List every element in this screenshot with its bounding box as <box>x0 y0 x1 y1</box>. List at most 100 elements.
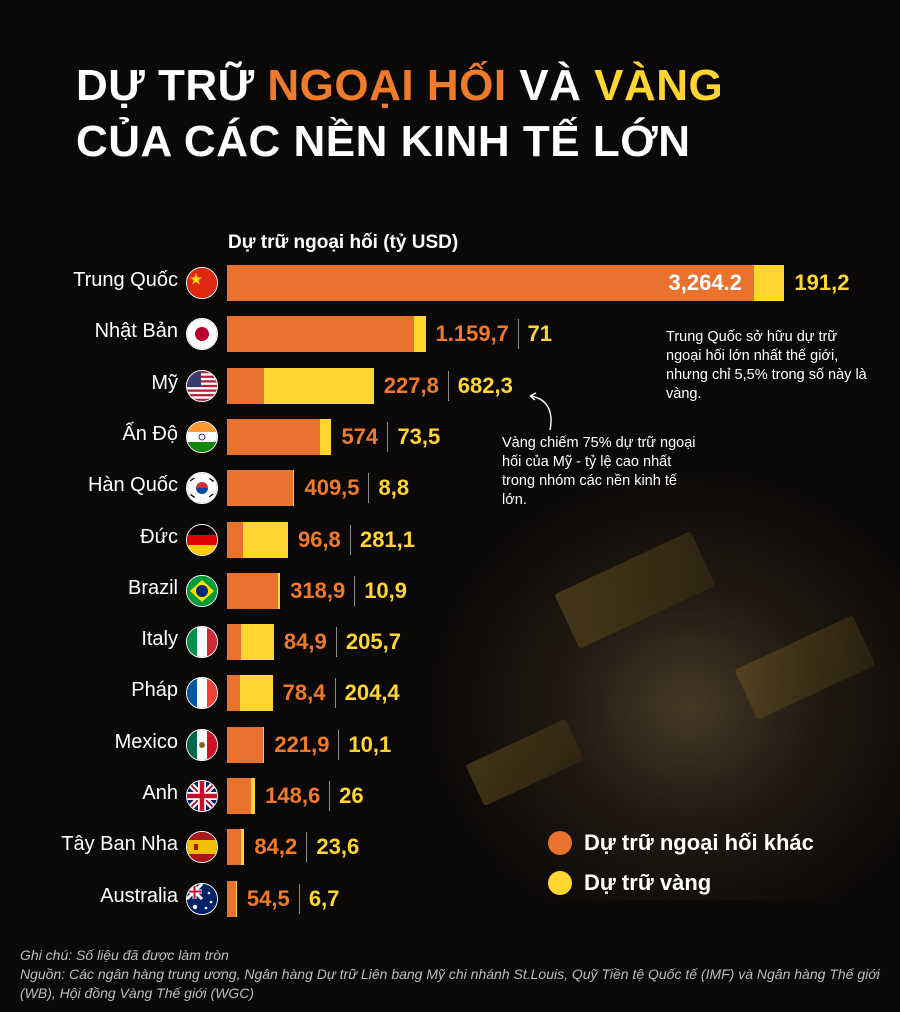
value-separator <box>335 627 337 658</box>
bar-forex <box>227 418 320 455</box>
value-separator <box>329 781 331 811</box>
bar-gold <box>319 418 332 455</box>
value-separator <box>447 370 449 401</box>
value-forex: 227,8 <box>383 372 439 398</box>
value-forex: 221,9 <box>274 731 330 757</box>
country-label: Pháp <box>131 679 178 702</box>
value-gold: 23,6 <box>316 834 360 860</box>
title-line-2: CỦA CÁC NỀN KINH TẾ LỚN <box>76 117 691 166</box>
value-separator <box>338 729 340 760</box>
flag-south-korea-icon <box>186 472 218 505</box>
bar-gold <box>235 880 237 917</box>
flag-usa-icon <box>186 369 218 402</box>
bar-gold <box>263 367 374 404</box>
country-label: Đức <box>140 525 178 548</box>
value-separator <box>368 473 370 504</box>
value-forex: 84,2 <box>254 834 298 860</box>
bar-forex <box>227 829 241 866</box>
legend-forex-swatch <box>548 831 572 855</box>
value-gold: 6,7 <box>308 885 340 911</box>
value-separator <box>298 883 300 914</box>
annotation-arrow <box>529 392 552 431</box>
flag-france-icon <box>186 677 218 710</box>
bar-forex <box>227 316 415 353</box>
axis-label: Dự trữ ngoại hối (tỷ USD) <box>228 232 459 253</box>
annotation-china: Trung Quốc sở hữu dự trữ ngoại hối lớn n… <box>666 329 867 402</box>
bar-forex <box>227 470 294 507</box>
bar-gold <box>242 521 288 558</box>
value-separator <box>306 832 308 863</box>
bar-gold <box>278 572 281 609</box>
flag-india-icon <box>186 420 218 453</box>
value-gold: 204,4 <box>344 680 400 706</box>
annotation-usa: Vàng chiếm 75% dự trữ ngoại hối của Mỹ -… <box>502 435 696 508</box>
flag-uk-icon <box>186 780 218 812</box>
value-forex: 3,264.2 <box>668 270 742 295</box>
page-title: DỰ TRỮ NGOẠI HỐI VÀ VÀNG CỦA CÁC NỀN KIN… <box>76 58 723 170</box>
bar-forex <box>227 778 251 814</box>
title-forex: NGOẠI HỐI <box>267 61 507 110</box>
country-label: Ấn Độ <box>122 422 178 445</box>
bar-gold <box>250 778 256 814</box>
title-line-1: DỰ TRỮ NGOẠI HỐI VÀ VÀNG <box>76 58 723 114</box>
value-forex: 96,8 <box>297 526 341 552</box>
flag-brazil-icon <box>186 574 218 607</box>
value-separator <box>334 678 336 709</box>
bar-gold <box>240 829 245 866</box>
value-forex: 78,4 <box>282 680 326 706</box>
value-forex: 84,9 <box>283 629 327 655</box>
value-forex: 1.159,7 <box>435 321 509 347</box>
country-label: Mỹ <box>151 371 178 394</box>
bar-forex <box>227 624 241 661</box>
bar-forex <box>227 880 236 917</box>
title-part: VÀ <box>506 61 595 110</box>
country-label: Brazil <box>127 576 178 599</box>
value-forex: 54,5 <box>246 885 290 911</box>
flag-japan-icon <box>186 318 218 351</box>
value-separator <box>387 421 389 452</box>
value-gold: 281,1 <box>359 526 416 552</box>
value-separator <box>349 524 351 555</box>
flag-spain-icon <box>186 831 218 864</box>
value-separator <box>517 319 519 350</box>
country-label: Hàn Quốc <box>87 474 178 497</box>
legend-forex-label: Dự trữ ngoại hối khác <box>584 830 814 855</box>
bar-gold <box>240 624 274 661</box>
value-forex: 148,6 <box>265 783 321 808</box>
bar-forex <box>227 572 279 609</box>
flag-china-icon <box>186 267 218 299</box>
flag-australia-icon <box>186 882 218 915</box>
value-gold: 191,2 <box>794 270 850 295</box>
flag-germany-icon <box>186 523 218 556</box>
bar-forex <box>227 675 240 712</box>
footer-source: Nguồn: Các ngân hàng trung ương, Ngân hà… <box>20 966 880 1001</box>
legend-gold-swatch <box>548 871 572 895</box>
value-forex: 409,5 <box>304 475 360 501</box>
bar-gold <box>414 316 426 353</box>
legend-forex: Dự trữ ngoại hối khác <box>548 830 814 856</box>
title-part: DỰ TRỮ <box>76 61 268 110</box>
title-gold: VÀNG <box>594 61 724 110</box>
flag-mexico-icon <box>186 728 218 761</box>
value-gold: 205,7 <box>345 629 401 655</box>
country-label: Trung Quốc <box>73 269 178 291</box>
value-forex: 318,9 <box>290 577 346 603</box>
bar-forex <box>227 521 243 558</box>
value-gold: 8,8 <box>378 475 410 501</box>
bar-forex <box>227 265 754 301</box>
value-gold: 71 <box>527 321 552 347</box>
bar-forex <box>227 367 264 404</box>
bar-forex <box>227 726 263 763</box>
value-separator <box>354 575 356 606</box>
value-gold: 26 <box>339 783 364 808</box>
value-gold: 10,9 <box>364 577 408 603</box>
country-label: Tây Ban Nha <box>61 833 178 856</box>
value-gold: 682,3 <box>457 372 513 398</box>
flag-italy-icon <box>186 626 218 659</box>
bar-gold <box>753 265 785 301</box>
legend-gold: Dự trữ vàng <box>548 870 711 896</box>
legend-gold-label: Dự trữ vàng <box>584 870 712 895</box>
country-label: Australia <box>100 884 178 907</box>
bar-gold <box>293 470 295 507</box>
country-label: Italy <box>141 628 178 651</box>
